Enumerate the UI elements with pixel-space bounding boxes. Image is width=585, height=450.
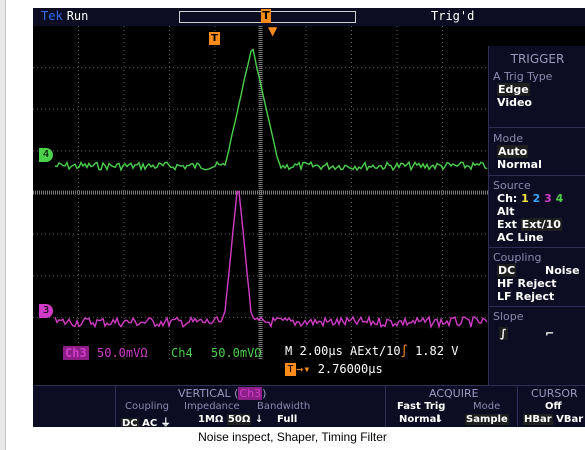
coupling-label: Coupling (493, 251, 542, 264)
normal-option[interactable]: Normal (399, 414, 440, 425)
trigger-offset-arrow-icon: →▾ (296, 362, 311, 376)
impedance-1m-option: 1MΩ (198, 414, 224, 425)
timebase-readout: M 2.00µs AExt/10∫ 1.82 V (285, 344, 458, 358)
ch3-waveform (54, 190, 488, 330)
impedance-50-option: 50Ω (226, 414, 252, 425)
source-ch4: 4 (555, 192, 564, 205)
trigger-source-readout: AExt/10 (350, 344, 401, 358)
trigger-position-value: 2.76000µs (317, 362, 383, 376)
source-ext10: Ext/10 (520, 218, 562, 231)
bandwidth-down-arrow-icon[interactable]: ↓ (255, 414, 264, 425)
status-bar: Tek Run T Trig'd (33, 8, 585, 26)
acquire-menu-header: ACQUIRE (429, 387, 479, 400)
acquisition-status: Tek Run (41, 9, 88, 23)
page-left-rule (5, 0, 6, 450)
menu-divider (489, 175, 585, 176)
trigger-point-icon: T (209, 32, 220, 45)
ground-icon: ⏚ (160, 418, 171, 427)
horizontal-scale: M 2.00µs (285, 344, 343, 358)
coupling-dc-option: DC (121, 418, 139, 427)
menu-divider (489, 127, 585, 128)
source-ch1: 1 (521, 192, 529, 205)
acquire-mode-value[interactable]: Sample (465, 414, 509, 425)
slope-rising-icon[interactable]: ∫ (499, 327, 508, 340)
bandwidth-menu-label: Bandwidth (257, 401, 311, 412)
ch4-scale-readout: 50.0mVΩ (211, 346, 262, 360)
impedance-options[interactable]: 1MΩ 50Ω (198, 414, 252, 425)
acquire-mode-label: Mode (473, 401, 501, 412)
ch4-waveform (54, 48, 488, 172)
source-ext-row[interactable]: Ext Ext/10 (497, 218, 562, 231)
vertical-coupling-options[interactable]: DC AC ⏚ (121, 414, 171, 427)
trigger-level-readout: 1.82 V (415, 344, 459, 358)
source-ch3: 3 (544, 192, 552, 205)
coupling-ac-option: AC (142, 418, 158, 427)
bottom-menu-bar: VERTICAL (Ch3) ACQUIRE CURSOR Coupling D… (33, 385, 585, 427)
trigger-slope-icon: ∫ (400, 344, 408, 358)
slope-label: Slope (493, 310, 524, 323)
waveform-graticule (33, 26, 488, 359)
trigger-side-menu: TRIGGER A Trig Type Edge Video Mode Auto… (488, 46, 585, 385)
mode-label: Mode (493, 132, 523, 145)
page-left-margin (0, 0, 6, 450)
bottom-divider (517, 386, 518, 427)
cursor-off-option[interactable]: Off (545, 401, 562, 412)
source-ch2: 2 (532, 192, 541, 205)
graticule-grid (33, 26, 488, 359)
vertical-channel-tag: Ch3 (238, 387, 263, 400)
coupling-menu-label: Coupling (125, 401, 170, 412)
impedance-menu-label: Impedance (184, 401, 240, 412)
waveform-display (33, 26, 488, 359)
brand-label: Tek (41, 9, 63, 23)
source-ext: Ext (497, 218, 517, 231)
vertical-menu-header: VERTICAL (Ch3) (178, 387, 267, 400)
trig-type-label: A Trig Type (493, 70, 553, 83)
acquire-mode-down-arrow-icon[interactable]: ↓ (435, 414, 444, 425)
trigger-state: Trig'd (431, 9, 475, 23)
mode-normal[interactable]: Normal (497, 158, 542, 171)
coupling-dc[interactable]: DC (497, 264, 517, 277)
readout-area: Ch3 50.0mVΩ Ch4 50.0mVΩ M 2.00µs AExt/10… (33, 338, 488, 398)
fast-trig-option[interactable]: Fast Trig (397, 401, 446, 412)
trig-type-video[interactable]: Video (497, 96, 532, 109)
trigger-point-icon: T (285, 363, 296, 376)
trigger-menu-title: TRIGGER (510, 52, 565, 66)
ch4-ground-marker: 4 (39, 148, 53, 162)
slope-falling-icon[interactable]: ⌐ (545, 327, 555, 340)
source-alt[interactable]: Alt (497, 205, 515, 218)
figure-caption: Noise inspect, Shaper, Timing Filter (198, 430, 387, 444)
cursor-menu-header: CURSOR (531, 387, 578, 400)
oscilloscope-screen: Tek Run T Trig'd ▼ T 4 3 Ch3 50.0mVΩ Ch4 … (33, 8, 585, 427)
source-ac-line[interactable]: AC Line (497, 231, 544, 244)
cursor-vbar-option: VBar (556, 414, 584, 425)
coupling-hf-reject[interactable]: HF Reject (497, 277, 557, 290)
trigger-horizontal-position-arrow: ▼ (268, 24, 278, 38)
menu-divider (489, 247, 585, 248)
bottom-divider (385, 386, 386, 427)
cursor-bar-options[interactable]: HBar VBar (523, 414, 583, 425)
run-state: Run (66, 9, 89, 23)
source-label: Source (493, 179, 531, 192)
ch4-readout-label[interactable]: Ch4 (171, 346, 193, 360)
bandwidth-value[interactable]: Full (277, 414, 298, 425)
trigger-position-in-record-icon: T (261, 9, 271, 23)
ch3-readout-label[interactable]: Ch3 (63, 346, 89, 360)
trig-type-edge[interactable]: Edge (497, 83, 530, 96)
trigger-position-readout: T →▾ 2.76000µs (285, 362, 383, 376)
cursor-hbar-option: HBar (523, 414, 553, 425)
mode-auto[interactable]: Auto (497, 145, 529, 158)
ch3-ground-marker: 3 (39, 304, 53, 318)
coupling-noise[interactable]: Noise (545, 264, 580, 277)
coupling-lf-reject[interactable]: LF Reject (497, 290, 555, 303)
menu-divider (489, 306, 585, 307)
bottom-divider (115, 386, 116, 427)
ch3-scale-readout: 50.0mVΩ (97, 346, 148, 360)
source-channel-row[interactable]: Ch: 1 2 3 4 (497, 192, 564, 205)
